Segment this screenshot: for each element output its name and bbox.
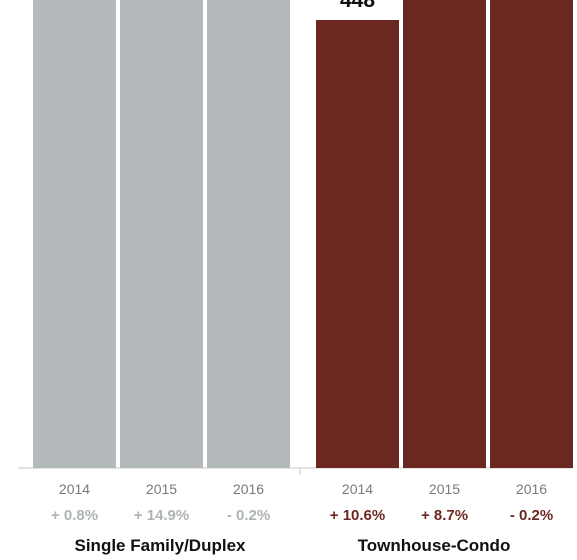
change-label-townhouse-condo-2014: + 10.6% <box>330 507 385 524</box>
change-label-single-family-duplex-2016: - 0.2% <box>227 507 270 524</box>
bar-townhouse-condo-2015 <box>403 0 486 468</box>
change-label-single-family-duplex-2014: + 0.8% <box>51 507 98 524</box>
year-label-townhouse-condo-2014: 2014 <box>342 481 373 497</box>
change-label-townhouse-condo-2015: + 8.7% <box>421 507 468 524</box>
bar-single-family-duplex-2016 <box>207 0 290 468</box>
year-label-single-family-duplex-2016: 2016 <box>233 481 264 497</box>
value-label-townhouse-condo-2014: 448 <box>340 0 375 12</box>
change-label-single-family-duplex-2015: + 14.9% <box>134 507 189 524</box>
change-label-townhouse-condo-2016: - 0.2% <box>510 507 553 524</box>
bar-single-family-duplex-2015 <box>120 0 203 468</box>
group-label-single-family: Single Family/Duplex <box>75 536 247 555</box>
year-label-townhouse-condo-2015: 2015 <box>429 481 460 497</box>
year-label-townhouse-condo-2016: 2016 <box>516 481 547 497</box>
bar-townhouse-condo-2014 <box>316 20 399 468</box>
year-label-single-family-duplex-2014: 2014 <box>59 481 90 497</box>
bar-townhouse-condo-2016 <box>490 0 573 468</box>
year-label-single-family-duplex-2015: 2015 <box>146 481 177 497</box>
group-label-townhouse-condo: Townhouse-Condo <box>358 536 511 555</box>
bar-single-family-duplex-2014 <box>33 0 116 468</box>
